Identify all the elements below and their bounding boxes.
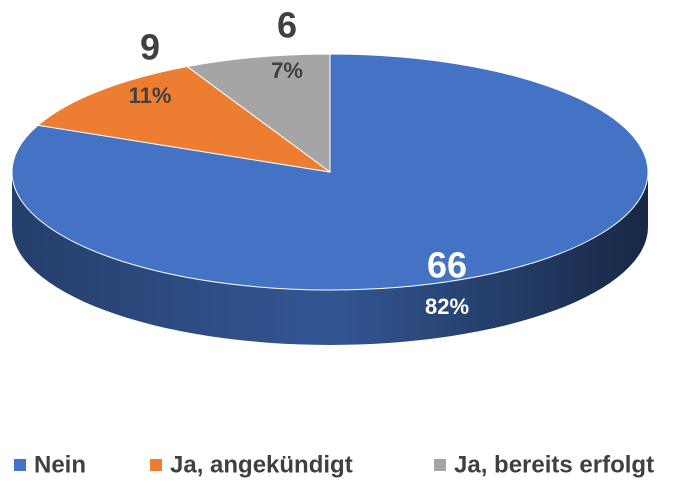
- legend-label: Ja, angekündigt: [170, 451, 353, 478]
- percent-label: 11%: [129, 83, 172, 108]
- legend-swatch: [150, 459, 162, 471]
- data-label: 6: [277, 5, 297, 46]
- legend-swatch: [434, 459, 446, 471]
- percent-label: 7%: [271, 58, 303, 83]
- percent-label: 82%: [425, 294, 469, 319]
- data-label: 9: [140, 27, 160, 68]
- data-label: 66: [427, 245, 467, 286]
- legend-swatch: [14, 459, 26, 471]
- pie-slice: [186, 53, 331, 173]
- legend-label: Nein: [34, 451, 86, 478]
- legend-label: Ja, bereits erfolgt: [454, 451, 654, 478]
- pie-slice: [36, 66, 331, 173]
- pie-slice-side: [12, 172, 648, 345]
